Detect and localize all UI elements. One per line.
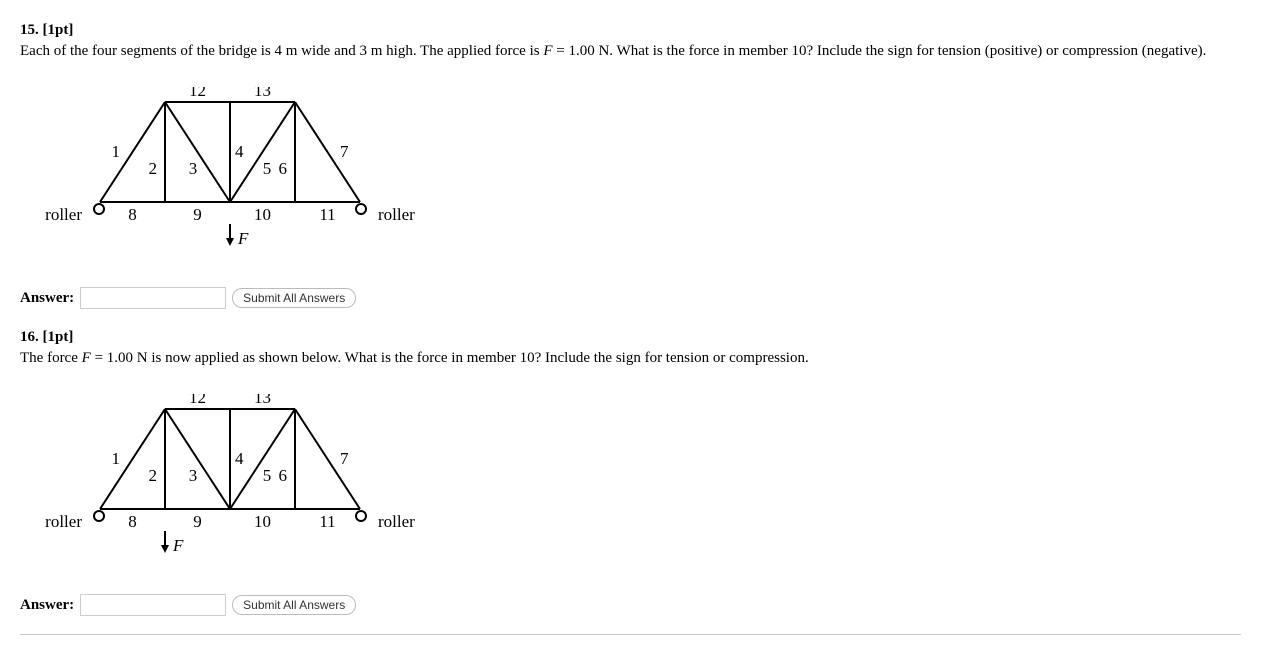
svg-text:5: 5 bbox=[263, 159, 272, 178]
svg-text:4: 4 bbox=[235, 142, 244, 161]
svg-text:roller: roller bbox=[378, 205, 415, 224]
answer-row-16: Answer: Submit All Answers bbox=[20, 594, 1241, 616]
svg-text:11: 11 bbox=[319, 205, 335, 224]
q16-points: [1pt] bbox=[43, 329, 74, 345]
q16-body-b: = 1.00 N is now applied as shown below. … bbox=[91, 350, 809, 366]
svg-text:4: 4 bbox=[235, 449, 244, 468]
svg-text:7: 7 bbox=[340, 449, 349, 468]
svg-text:12: 12 bbox=[189, 87, 206, 100]
svg-text:10: 10 bbox=[254, 512, 271, 531]
svg-text:F: F bbox=[172, 536, 184, 555]
force-symbol: F bbox=[543, 43, 552, 59]
q16-text: 16. [1pt] The force F = 1.00 N is now ap… bbox=[20, 327, 1241, 369]
q15-body-b: = 1.00 N. What is the force in member 10… bbox=[553, 43, 1207, 59]
svg-text:3: 3 bbox=[189, 466, 198, 485]
truss-svg-15: 12 13 1 7 2 4 6 3 5 8 9 10 11 roller roller F bbox=[20, 87, 450, 257]
question-16: 16. [1pt] The force F = 1.00 N is now ap… bbox=[20, 327, 1241, 616]
svg-text:9: 9 bbox=[193, 205, 202, 224]
truss-diagram-15: 12 13 1 7 2 4 6 3 5 8 9 10 11 roller roller F bbox=[20, 87, 1241, 262]
question-15: 15. [1pt] Each of the four segments of t… bbox=[20, 20, 1241, 309]
svg-text:13: 13 bbox=[254, 87, 271, 100]
answer-input-15[interactable] bbox=[80, 287, 226, 309]
force-symbol: F bbox=[82, 350, 91, 366]
truss-diagram-16: 12 13 1 7 2 4 6 3 5 8 9 10 11 roller roller F bbox=[20, 394, 1241, 569]
answer-label-15: Answer: bbox=[20, 290, 74, 307]
svg-text:roller: roller bbox=[45, 512, 82, 531]
submit-button-16[interactable]: Submit All Answers bbox=[232, 595, 356, 615]
svg-text:11: 11 bbox=[319, 512, 335, 531]
svg-text:5: 5 bbox=[263, 466, 272, 485]
q16-body-a: The force bbox=[20, 350, 82, 366]
svg-text:8: 8 bbox=[128, 512, 137, 531]
svg-text:9: 9 bbox=[193, 512, 202, 531]
submit-button-15[interactable]: Submit All Answers bbox=[232, 288, 356, 308]
q15-text: 15. [1pt] Each of the four segments of t… bbox=[20, 20, 1241, 62]
svg-text:2: 2 bbox=[149, 466, 158, 485]
answer-row-15: Answer: Submit All Answers bbox=[20, 287, 1241, 309]
svg-text:6: 6 bbox=[279, 159, 288, 178]
answer-label-16: Answer: bbox=[20, 597, 74, 614]
q15-number: 15. bbox=[20, 22, 39, 38]
svg-text:3: 3 bbox=[189, 159, 198, 178]
svg-text:2: 2 bbox=[149, 159, 158, 178]
svg-text:F: F bbox=[237, 229, 249, 248]
q15-body-a: Each of the four segments of the bridge … bbox=[20, 43, 543, 59]
divider bbox=[20, 634, 1241, 635]
q15-points: [1pt] bbox=[43, 22, 74, 38]
svg-text:roller: roller bbox=[45, 205, 82, 224]
svg-text:1: 1 bbox=[112, 449, 121, 468]
svg-text:7: 7 bbox=[340, 142, 349, 161]
truss-svg-16: 12 13 1 7 2 4 6 3 5 8 9 10 11 roller roller F bbox=[20, 394, 450, 564]
svg-text:12: 12 bbox=[189, 394, 206, 407]
svg-text:10: 10 bbox=[254, 205, 271, 224]
svg-text:6: 6 bbox=[279, 466, 288, 485]
svg-text:roller: roller bbox=[378, 512, 415, 531]
svg-text:1: 1 bbox=[112, 142, 121, 161]
svg-text:8: 8 bbox=[128, 205, 137, 224]
answer-input-16[interactable] bbox=[80, 594, 226, 616]
q16-number: 16. bbox=[20, 329, 39, 345]
svg-text:13: 13 bbox=[254, 394, 271, 407]
